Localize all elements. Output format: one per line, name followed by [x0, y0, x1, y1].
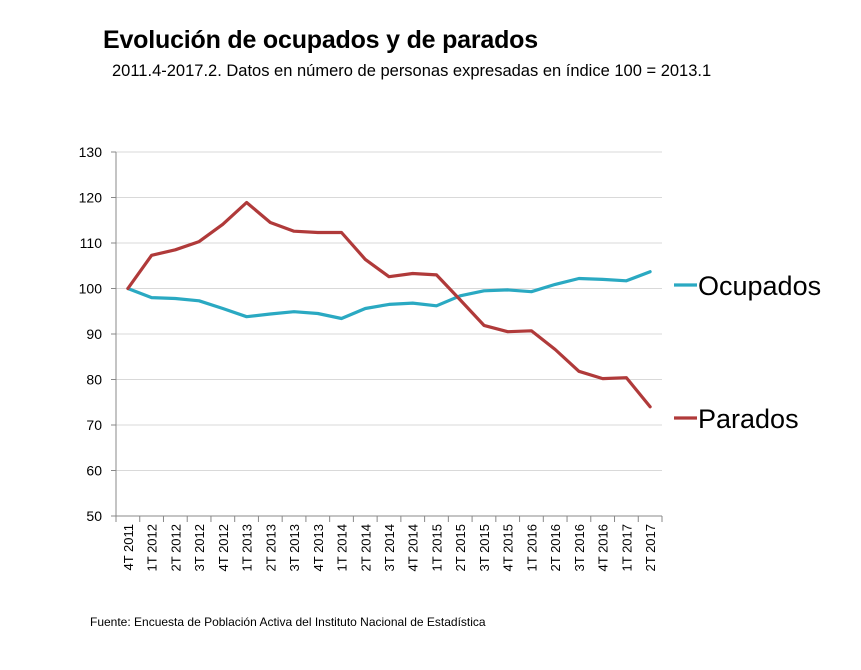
x-tick-label: 2T 2013	[263, 524, 278, 571]
data-point	[197, 299, 201, 302]
data-point	[553, 348, 557, 351]
x-tick-label: 3T 2012	[192, 524, 207, 571]
data-point	[340, 317, 343, 320]
x-tick-label: 4T 2014	[406, 524, 421, 571]
data-point	[387, 275, 391, 278]
data-point	[245, 201, 248, 204]
x-tick-label: 2T 2017	[643, 524, 658, 571]
axes	[115, 152, 662, 517]
y-tick-label: 60	[86, 463, 102, 479]
data-point	[506, 330, 509, 333]
y-tick-label: 50	[86, 508, 102, 524]
x-tick-label: 1T 2015	[429, 524, 444, 571]
y-tick-label: 110	[80, 235, 103, 251]
data-point	[174, 248, 177, 252]
y-tick-label: 130	[79, 144, 103, 160]
y-tick-label: 120	[79, 190, 103, 206]
x-tick-label: 2T 2016	[548, 524, 563, 571]
data-point	[126, 287, 130, 290]
x-tick-label: 3T 2016	[572, 524, 587, 571]
data-point	[364, 307, 367, 310]
x-tick-label: 4T 2012	[216, 524, 231, 571]
x-tick-label: 1T 2016	[524, 524, 539, 571]
data-point	[530, 329, 533, 333]
x-axis-ticks: 4T 2011 1T 2012 2T 2012 3T 2012 4T 2012 1T 20…	[115, 516, 663, 571]
data-point	[506, 288, 509, 292]
data-point	[459, 298, 462, 302]
x-tick-label: 3T 2014	[382, 524, 397, 571]
legend-label: Parados	[698, 404, 799, 434]
legend: Ocupados Parados	[674, 271, 821, 434]
y-tick-label: 100	[79, 281, 103, 297]
data-point	[411, 301, 414, 305]
data-point	[530, 290, 533, 293]
x-tick-label: 4T 2011	[121, 524, 136, 571]
x-tick-label: 1T 2012	[145, 524, 160, 571]
data-point	[411, 272, 414, 275]
y-axis-ticks: 130 120 110 100 90 80 70 60 50	[79, 144, 116, 524]
data-point	[387, 303, 391, 306]
data-point	[221, 223, 225, 226]
data-point	[292, 229, 296, 233]
data-point	[221, 307, 225, 310]
data-point	[197, 240, 201, 243]
data-point	[269, 221, 272, 224]
series-line-ocupados	[126, 270, 652, 321]
data-point	[174, 297, 177, 300]
gridlines	[116, 151, 662, 471]
x-tick-label: 3T 2015	[477, 524, 492, 571]
data-point	[292, 310, 296, 313]
data-point	[553, 283, 557, 286]
data-point	[150, 254, 153, 257]
x-tick-label: 4T 2013	[311, 524, 326, 571]
data-point	[482, 289, 486, 292]
chart-subtitle: 2011.4-2017.2. Datos en número de person…	[112, 62, 712, 80]
data-point	[435, 304, 438, 307]
data-point	[482, 324, 486, 327]
data-point	[435, 273, 438, 277]
data-point	[625, 376, 628, 379]
x-tick-label: 1T 2014	[335, 524, 350, 571]
data-point	[364, 258, 367, 261]
data-point	[601, 377, 604, 380]
data-point	[245, 315, 248, 318]
data-point	[577, 277, 581, 280]
data-point	[459, 294, 462, 297]
data-point	[316, 312, 319, 315]
x-tick-label: 1T 2013	[240, 524, 255, 571]
x-tick-label: 3T 2013	[287, 524, 302, 571]
y-tick-label: 70	[86, 417, 102, 433]
data-point	[269, 312, 272, 316]
y-tick-label: 90	[86, 326, 102, 342]
data-point	[648, 405, 652, 408]
x-tick-label: 1T 2017	[619, 524, 634, 571]
data-point	[316, 231, 319, 234]
data-point	[625, 279, 628, 282]
data-point	[150, 296, 153, 299]
source-note: Fuente: Encuesta de Población Activa del…	[90, 615, 486, 629]
data-point	[601, 278, 604, 281]
data-point	[648, 270, 652, 273]
x-tick-label: 2T 2014	[358, 524, 373, 571]
x-tick-label: 2T 2015	[453, 524, 468, 571]
series-lines	[126, 200, 652, 409]
data-point	[340, 231, 343, 234]
chart-title: Evolución de ocupados y de parados	[103, 26, 538, 54]
x-tick-label: 2T 2012	[168, 524, 183, 571]
x-tick-label: 4T 2016	[596, 524, 611, 571]
legend-label: Ocupados	[698, 271, 821, 301]
y-tick-label: 80	[86, 372, 102, 388]
data-point	[577, 370, 581, 373]
x-tick-label: 4T 2015	[501, 524, 516, 571]
